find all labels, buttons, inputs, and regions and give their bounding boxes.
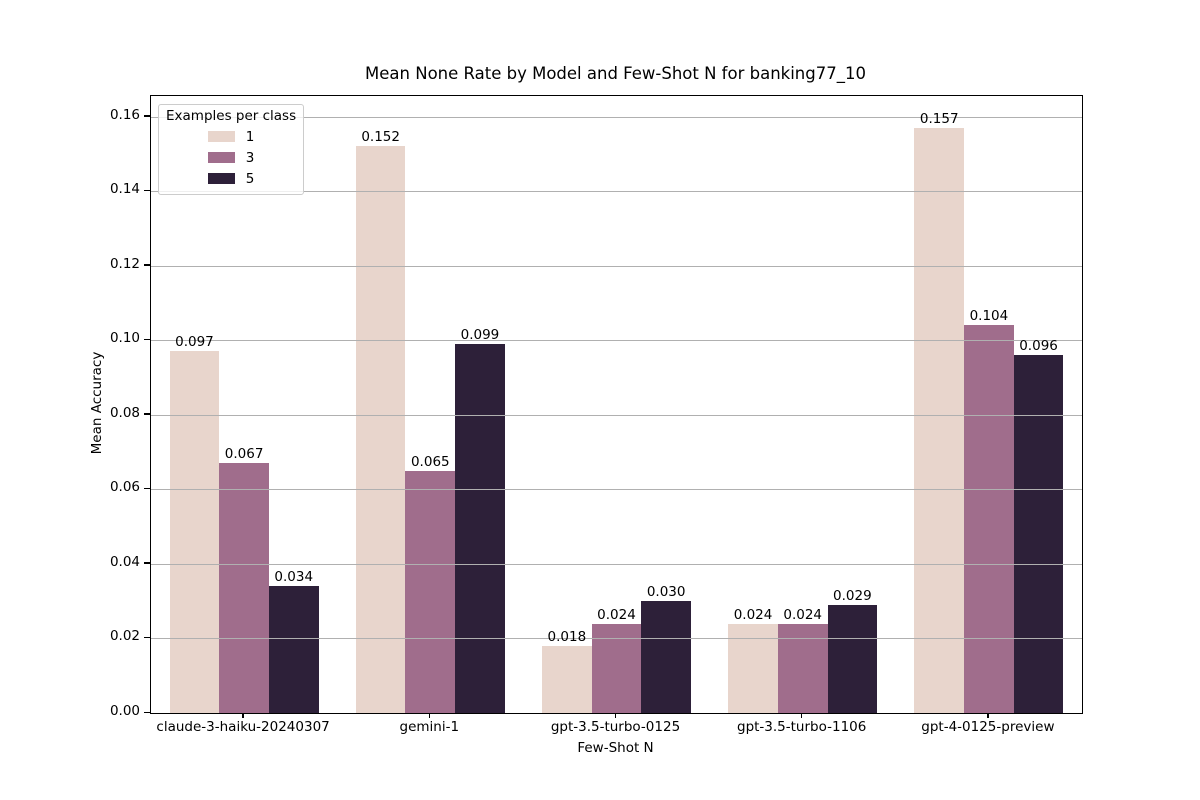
bar xyxy=(169,351,220,713)
bar-value-label: 0.099 xyxy=(460,326,500,343)
bar-value-label: 0.024 xyxy=(783,606,823,623)
legend-entry: 1 xyxy=(166,126,296,147)
x-axis-label: Few-Shot N xyxy=(577,740,654,756)
x-tick-mark xyxy=(428,713,431,718)
legend-entry: 5 xyxy=(166,168,296,189)
gridline xyxy=(151,638,1082,640)
bar-value-label: 0.104 xyxy=(969,308,1009,325)
y-tick-mark xyxy=(144,636,150,639)
bar xyxy=(1013,355,1064,713)
y-tick-label: 0.14 xyxy=(109,181,140,198)
bar xyxy=(641,601,691,713)
legend-entry-label: 1 xyxy=(245,128,255,145)
x-tick-label: gpt-3.5-turbo-0125 xyxy=(550,719,681,735)
bar-value-label: 0.152 xyxy=(361,129,400,146)
gridline xyxy=(151,265,1082,267)
y-axis-label: Mean Accuracy xyxy=(89,351,105,455)
gridline xyxy=(151,563,1082,565)
bar-value-label: 0.097 xyxy=(175,334,214,351)
bar xyxy=(219,463,269,713)
x-tick-mark xyxy=(987,713,989,718)
y-tick-mark xyxy=(144,562,150,564)
bar xyxy=(777,623,828,713)
bar-value-label: 0.024 xyxy=(597,606,636,623)
y-tick-mark xyxy=(144,115,150,117)
bar-value-label: 0.029 xyxy=(833,587,872,604)
bar-value-label: 0.157 xyxy=(919,110,959,127)
bar xyxy=(405,470,456,713)
gridline xyxy=(151,116,1082,118)
y-tick-mark xyxy=(144,413,150,415)
bar xyxy=(827,604,878,713)
gridline xyxy=(151,340,1082,342)
y-tick-label: 0.10 xyxy=(109,330,140,347)
chart-title: Mean None Rate by Model and Few-Shot N f… xyxy=(365,64,866,83)
bar xyxy=(542,645,592,713)
legend-entry-label: 5 xyxy=(245,170,255,187)
bar-value-label: 0.034 xyxy=(274,569,314,586)
bar xyxy=(591,623,642,713)
gridline xyxy=(151,191,1082,193)
bar xyxy=(964,325,1014,713)
legend: Examples per class 1 3 5 xyxy=(158,104,305,195)
y-tick-mark xyxy=(144,711,150,713)
bar-value-label: 0.018 xyxy=(547,628,587,645)
y-tick-mark xyxy=(144,189,150,192)
bar-value-label: 0.067 xyxy=(224,446,264,463)
y-tick-label: 0.12 xyxy=(109,255,140,272)
plot-area: Examples per class 1 3 5 0.097 0.152 0.018 0.… xyxy=(150,95,1083,714)
y-tick-mark xyxy=(144,338,150,341)
y-tick-label: 0.00 xyxy=(109,703,140,719)
legend-color-swatch xyxy=(207,131,235,142)
bar-value-label: 0.065 xyxy=(410,453,450,470)
legend-title: Examples per class xyxy=(166,108,297,124)
x-tick-label: gpt-3.5-turbo-1106 xyxy=(737,719,867,735)
x-tick-mark xyxy=(242,713,244,718)
x-tick-mark xyxy=(800,713,803,718)
bar xyxy=(268,586,319,713)
legend-color-swatch xyxy=(207,173,235,184)
y-tick-label: 0.06 xyxy=(109,479,140,496)
x-tick-label: gpt-4-0125-preview xyxy=(921,719,1055,735)
bar-value-label: 0.024 xyxy=(733,606,773,623)
bar xyxy=(728,623,778,713)
x-tick-mark xyxy=(614,713,617,718)
y-tick-mark xyxy=(144,264,150,266)
y-tick-label: 0.08 xyxy=(109,404,140,421)
legend-color-swatch xyxy=(207,152,235,163)
bar xyxy=(914,127,965,713)
bar-value-label: 0.030 xyxy=(646,584,686,601)
x-tick-label: claude-3-haiku-20240307 xyxy=(156,719,330,735)
y-tick-label: 0.16 xyxy=(109,106,140,123)
legend-entry-label: 3 xyxy=(245,149,255,166)
bar xyxy=(355,146,406,713)
bar-value-label: 0.096 xyxy=(1019,338,1058,355)
legend-entries: 1 3 5 xyxy=(166,126,296,189)
bar xyxy=(455,343,505,713)
y-tick-label: 0.04 xyxy=(109,553,140,570)
gridline xyxy=(151,489,1082,491)
y-tick-mark xyxy=(144,487,150,490)
gridline xyxy=(151,414,1082,416)
y-tick-label: 0.02 xyxy=(109,628,140,645)
x-tick-label: gemini-1 xyxy=(399,719,460,735)
legend-entry: 3 xyxy=(166,147,296,168)
